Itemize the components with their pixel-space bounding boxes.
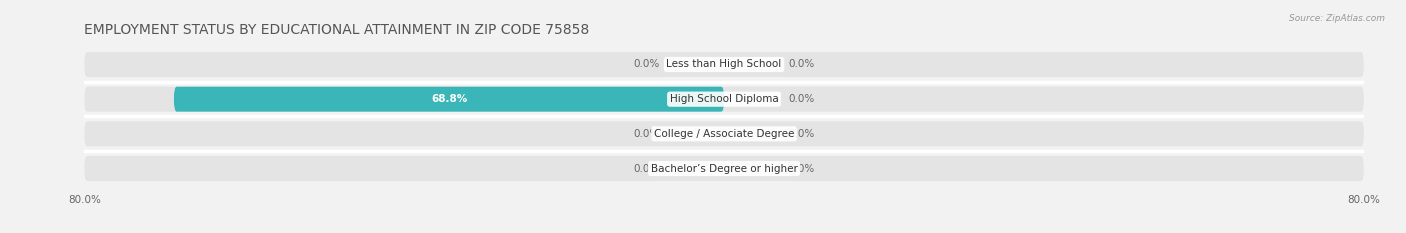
Text: Bachelor’s Degree or higher: Bachelor’s Degree or higher bbox=[651, 164, 797, 174]
FancyBboxPatch shape bbox=[84, 121, 1364, 146]
FancyBboxPatch shape bbox=[84, 87, 1364, 112]
Text: Less than High School: Less than High School bbox=[666, 59, 782, 69]
Text: 0.0%: 0.0% bbox=[787, 164, 814, 174]
FancyBboxPatch shape bbox=[84, 156, 1364, 181]
Text: 0.0%: 0.0% bbox=[634, 59, 661, 69]
FancyBboxPatch shape bbox=[84, 52, 1364, 77]
Text: 68.8%: 68.8% bbox=[430, 94, 467, 104]
FancyBboxPatch shape bbox=[174, 87, 724, 112]
Text: Source: ZipAtlas.com: Source: ZipAtlas.com bbox=[1289, 14, 1385, 23]
Text: 0.0%: 0.0% bbox=[787, 94, 814, 104]
Text: EMPLOYMENT STATUS BY EDUCATIONAL ATTAINMENT IN ZIP CODE 75858: EMPLOYMENT STATUS BY EDUCATIONAL ATTAINM… bbox=[84, 23, 589, 37]
Text: 0.0%: 0.0% bbox=[787, 59, 814, 69]
Text: 0.0%: 0.0% bbox=[634, 164, 661, 174]
Text: High School Diploma: High School Diploma bbox=[669, 94, 779, 104]
Text: College / Associate Degree: College / Associate Degree bbox=[654, 129, 794, 139]
Text: 0.0%: 0.0% bbox=[787, 129, 814, 139]
Text: 0.0%: 0.0% bbox=[634, 129, 661, 139]
